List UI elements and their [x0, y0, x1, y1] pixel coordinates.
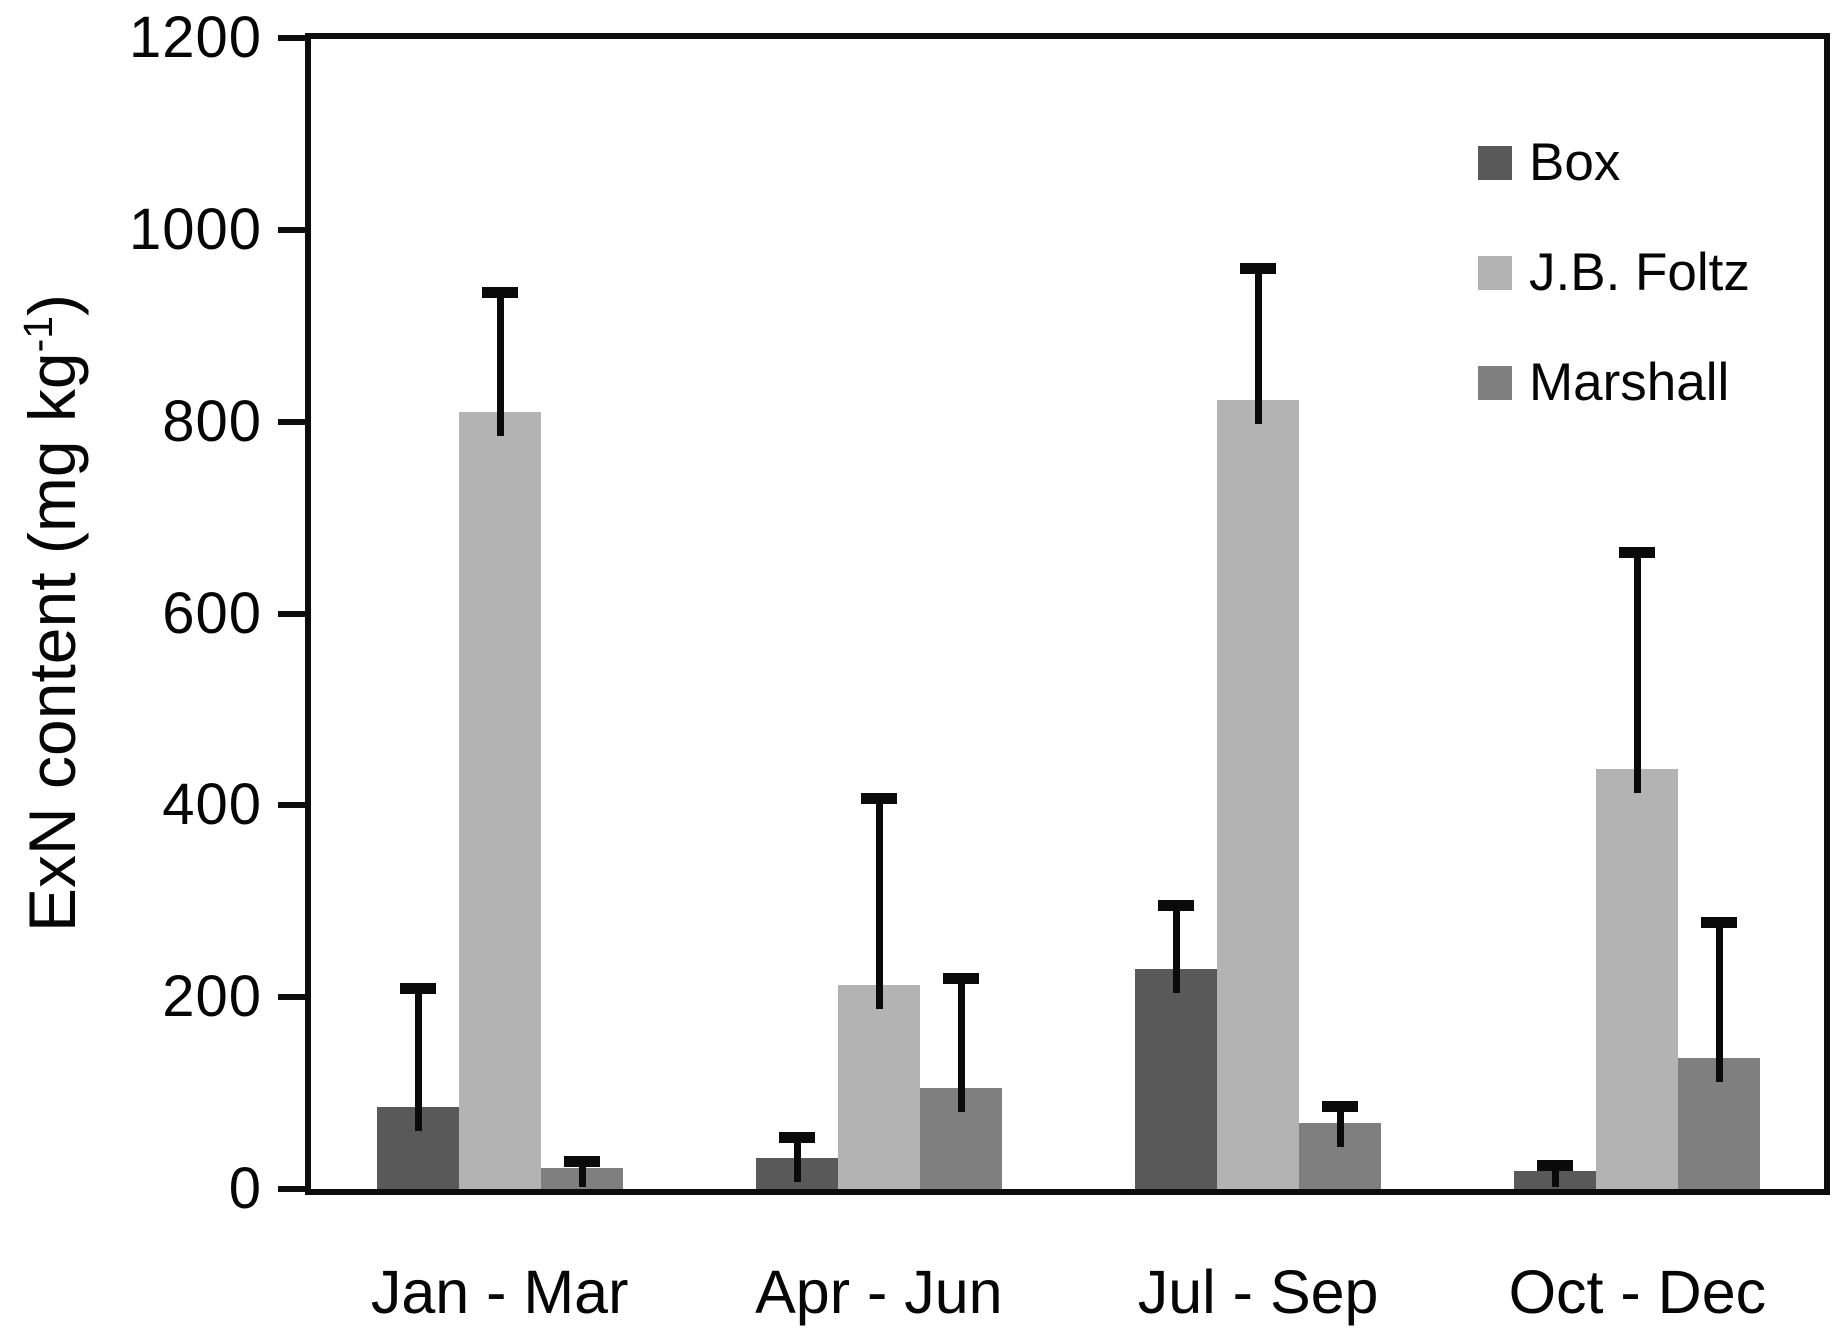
bar-j-b-foltz [1596, 769, 1678, 1189]
plot-top-border [305, 33, 1830, 39]
error-bar-stem [793, 1136, 801, 1182]
x-category-label: Jan - Mar [370, 1258, 629, 1326]
bar-box [1135, 969, 1217, 1189]
legend-swatch [1478, 365, 1512, 400]
y-axis-title-superscript: -1 [15, 316, 61, 353]
x-category-label: Apr - Jun [755, 1258, 1003, 1326]
error-bar [1158, 900, 1194, 993]
error-bar-cap [400, 983, 436, 994]
error-bar-stem [957, 977, 965, 1112]
legend-item: J.B. Foltz [1478, 246, 1750, 299]
legend-item: Box [1478, 136, 1750, 189]
y-tick-mark [278, 610, 306, 617]
y-axis-line [305, 33, 311, 1195]
error-bar [861, 793, 897, 1009]
y-tick-label: 1200 [128, 5, 262, 70]
error-bar [482, 287, 518, 436]
legend-label: Box [1529, 133, 1621, 192]
error-bar-stem [875, 797, 883, 1009]
error-bar-cap [564, 1156, 600, 1167]
error-bar-cap [1158, 900, 1194, 911]
y-tick-mark [278, 994, 306, 1001]
y-tick-label: 200 [162, 964, 262, 1030]
error-bar-stem [1551, 1164, 1559, 1187]
error-bar [400, 983, 436, 1131]
legend: Box J.B. Foltz Marshall [1478, 136, 1750, 409]
error-bar-cap [1701, 917, 1737, 928]
bar-j-b-foltz [838, 985, 920, 1189]
legend-label: J.B. Foltz [1529, 243, 1750, 302]
error-bar [1537, 1160, 1573, 1187]
error-bar-cap [482, 287, 518, 298]
error-bar-stem [1172, 904, 1180, 993]
x-category-label: Oct - Dec [1508, 1258, 1767, 1326]
error-bar-cap [1322, 1101, 1358, 1112]
error-bar-cap [779, 1132, 815, 1143]
error-bar [1322, 1101, 1358, 1147]
bar-j-b-foltz [1217, 400, 1299, 1189]
error-bar-cap [943, 973, 979, 984]
y-tick-label: 0 [228, 1156, 262, 1221]
y-tick-label: 800 [162, 388, 262, 454]
legend-swatch [1478, 145, 1512, 180]
error-bar-cap [1240, 263, 1276, 274]
error-bar-cap [1537, 1160, 1573, 1171]
error-bar [564, 1156, 600, 1187]
error-bar-stem [414, 987, 422, 1131]
legend-swatch [1478, 255, 1512, 290]
error-bar-stem [578, 1160, 586, 1187]
y-tick-mark [278, 418, 306, 425]
y-tick-label: 400 [162, 772, 262, 838]
y-tick-mark [278, 802, 306, 809]
y-tick-mark [278, 35, 306, 41]
x-axis-line [305, 1189, 1830, 1195]
error-bar [943, 973, 979, 1112]
error-bar [779, 1132, 815, 1182]
y-tick-label: 600 [162, 580, 262, 646]
error-bar [1701, 917, 1737, 1082]
error-bar-cap [1619, 547, 1655, 558]
error-bar-stem [1715, 921, 1723, 1082]
y-axis-title-close: ) [15, 294, 89, 317]
error-bar [1240, 263, 1276, 424]
error-bar [1619, 547, 1655, 793]
error-bar-stem [1633, 551, 1641, 793]
error-bar-stem [1336, 1105, 1344, 1147]
error-bar-stem [496, 291, 504, 436]
x-category-label: Jul - Sep [1137, 1258, 1379, 1326]
error-bar-cap [861, 793, 897, 804]
y-tick-mark [278, 226, 306, 233]
error-bar-stem [1254, 267, 1262, 424]
y-tick-label: 1000 [128, 196, 262, 262]
bar-j-b-foltz [459, 412, 541, 1189]
y-tick-mark [278, 1186, 306, 1192]
legend-item: Marshall [1478, 356, 1750, 409]
plot-right-border [1824, 33, 1830, 1195]
legend-label: Marshall [1529, 353, 1730, 412]
